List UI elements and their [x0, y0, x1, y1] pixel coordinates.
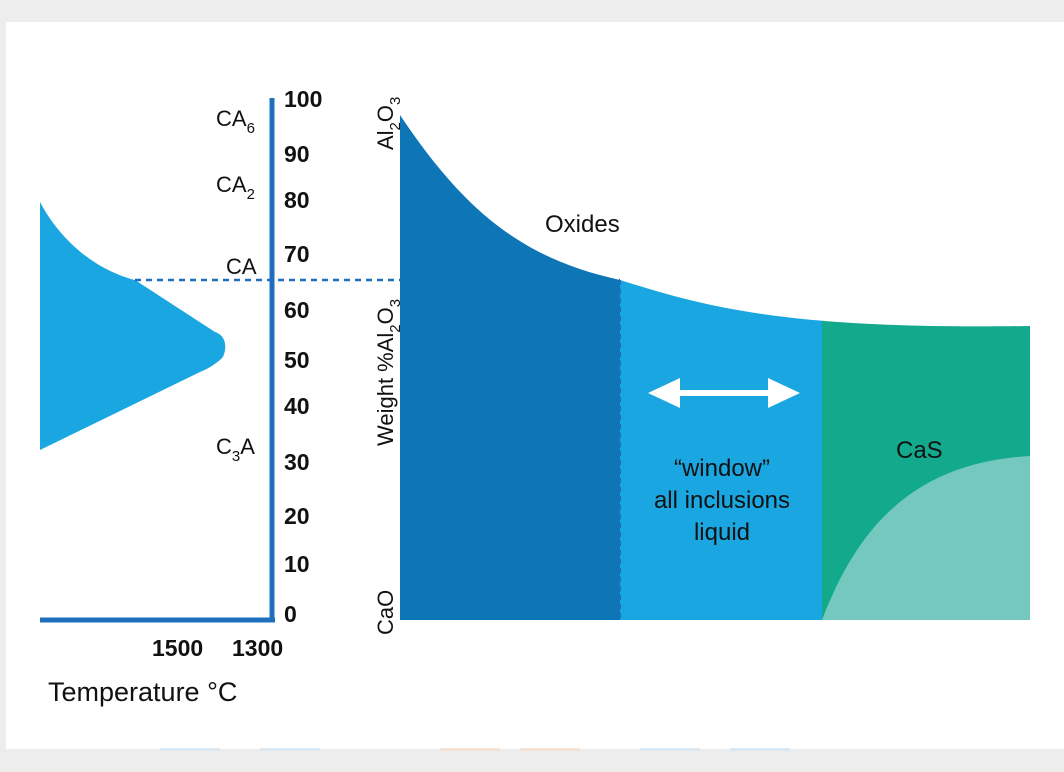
window-label-line3: liquid: [694, 519, 750, 546]
y-tick: 100: [284, 86, 322, 112]
y-tick-labels: 100 90 80 70 60 50 40 30 20 10 0: [284, 86, 322, 627]
y-tick: 20: [284, 503, 310, 529]
x-tick-1300: 1300: [232, 635, 283, 661]
y-tick: 80: [284, 187, 310, 213]
bottom-stripes: [160, 748, 790, 751]
cas-light-region: [822, 456, 1030, 620]
x-tick-1500: 1500: [152, 635, 203, 661]
liquidus-fill: [40, 202, 226, 450]
cao-bottom-label: CaO: [373, 590, 398, 635]
y-axis-title: Weight %Al2O3: [373, 299, 404, 446]
phase-ca6: CA6: [216, 106, 255, 137]
oxides-label: Oxides: [545, 211, 620, 238]
y-tick: 50: [284, 347, 310, 373]
y-tick: 70: [284, 241, 310, 267]
y-tick: 60: [284, 297, 310, 323]
phase-ca2: CA2: [216, 172, 255, 203]
y-tick: 40: [284, 393, 310, 419]
double-arrow-icon: [648, 378, 800, 408]
window-label-line2: all inclusions: [654, 487, 790, 514]
y-tick: 30: [284, 449, 310, 475]
regions: [400, 115, 1030, 620]
y-tick: 10: [284, 551, 310, 577]
phase-ca: CA: [226, 254, 257, 279]
cas-label: CaS: [896, 437, 943, 464]
phase-c3a: C3A: [216, 434, 255, 465]
y-tick: 90: [284, 141, 310, 167]
al2o3-top-label: Al2O3: [373, 97, 404, 150]
y-tick: 0: [284, 601, 297, 627]
window-label-line1: “window”: [674, 455, 770, 482]
x-axis-title: Temperature °C: [48, 677, 237, 707]
